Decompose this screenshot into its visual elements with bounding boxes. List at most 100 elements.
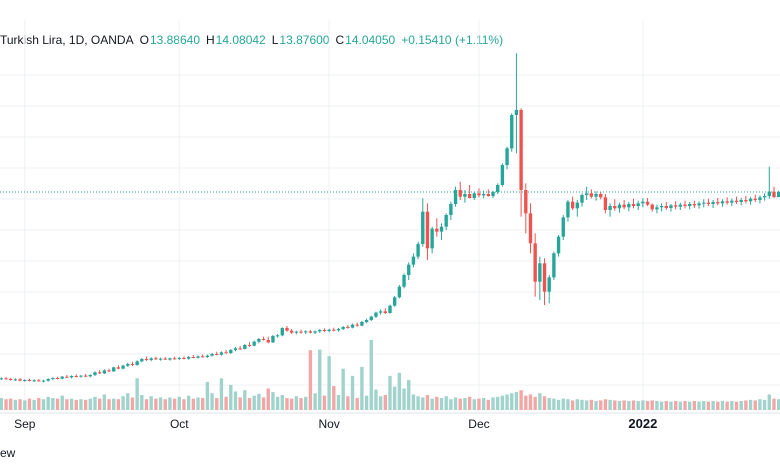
candle-body — [252, 341, 256, 346]
volume-bar — [655, 401, 659, 410]
candle-body — [378, 311, 383, 313]
candle-body — [107, 370, 111, 372]
candle-body — [594, 194, 598, 197]
volume-bar — [584, 400, 589, 410]
symbol-label: Turkish Lira, 1D, OANDA — [0, 33, 134, 47]
high-value: 14.08042 — [215, 33, 266, 47]
volume-bar — [622, 400, 626, 410]
volume-bar — [528, 394, 533, 410]
volume-bar — [27, 398, 32, 410]
volume-bar — [346, 396, 350, 410]
candle-body — [556, 236, 561, 254]
volume-bar — [378, 396, 383, 410]
time-axis: SepOctNovDec2022Feb — [14, 416, 657, 431]
volume-bar — [514, 392, 519, 410]
volume-bar — [669, 401, 673, 410]
volume-bar — [421, 397, 425, 410]
volume-bar — [772, 398, 776, 410]
x-tick-label: 2022 — [628, 416, 657, 431]
candle-body — [266, 340, 270, 343]
volume-bar — [463, 398, 467, 410]
volume-bar — [430, 398, 434, 410]
candle-body — [23, 380, 27, 381]
candle-body — [135, 361, 139, 365]
candle-body — [9, 379, 13, 380]
volume-bar — [172, 398, 177, 410]
candle-body — [27, 380, 32, 381]
candle-body — [177, 358, 181, 359]
candle-body — [261, 339, 266, 340]
candle-body — [149, 358, 153, 360]
volume-bar — [730, 401, 734, 410]
volume-bar — [589, 399, 594, 410]
candle-body — [126, 364, 130, 366]
candle-body — [641, 201, 645, 204]
candle-body — [566, 201, 570, 218]
volume-bar — [285, 398, 289, 410]
candle-body — [608, 206, 612, 210]
candle-body — [711, 202, 715, 204]
volume-bar — [121, 396, 125, 410]
volume-bar — [9, 398, 13, 410]
volume-bar — [79, 399, 83, 410]
candle-body — [744, 200, 748, 202]
volume-bar — [697, 401, 701, 410]
candle-body — [313, 331, 317, 333]
volume-bar — [472, 399, 476, 410]
candle-body — [463, 194, 467, 197]
candle-body — [65, 376, 69, 378]
volume-bar — [350, 375, 355, 410]
candle-body — [453, 190, 458, 204]
candle-body — [758, 197, 762, 200]
candle-body — [285, 328, 289, 331]
candle-body — [692, 204, 697, 206]
candle-body — [158, 358, 163, 360]
volume-bar — [238, 397, 242, 410]
candle-body — [369, 316, 373, 320]
candle-body — [542, 263, 547, 292]
volume-bar — [18, 399, 22, 410]
volume-bar — [247, 398, 252, 410]
candle-body — [425, 211, 430, 249]
candle-body — [697, 203, 701, 206]
candle-body — [4, 378, 8, 380]
volume-bar — [93, 396, 97, 410]
volume-bar — [51, 398, 55, 410]
volume-bar — [402, 388, 406, 410]
volume-bar — [168, 397, 172, 410]
open-label: O — [139, 33, 149, 47]
candle-body — [467, 194, 472, 198]
candle-body — [168, 358, 172, 360]
volume-bar — [477, 398, 481, 410]
volume-bar — [154, 398, 158, 410]
volume-bar — [552, 398, 556, 410]
volume-bar — [481, 398, 486, 410]
candle-body — [776, 192, 780, 197]
volume-bar — [0, 398, 4, 410]
volume-bar — [130, 397, 135, 410]
volume-bar — [678, 401, 683, 410]
candle-body — [524, 190, 528, 214]
candle-body — [449, 204, 453, 215]
candle-body — [364, 320, 369, 322]
candle-body — [416, 244, 420, 257]
candle-body — [13, 379, 18, 381]
candle-body — [650, 204, 654, 210]
volume-bar — [734, 401, 739, 410]
volume-bar — [688, 401, 692, 410]
candle-body — [392, 297, 397, 306]
candle-body — [477, 193, 481, 196]
candle-body — [112, 367, 116, 372]
volume-bar — [767, 394, 771, 410]
volume-bar — [739, 401, 743, 410]
candle-body — [673, 205, 678, 207]
candle-body — [247, 345, 252, 346]
volume-bar — [458, 398, 462, 410]
candle-body — [196, 356, 200, 358]
volume-bar — [753, 400, 757, 410]
volume-bar — [275, 396, 280, 410]
candle-body — [154, 358, 158, 360]
volume-bar — [116, 399, 121, 410]
candle-body — [435, 228, 439, 232]
